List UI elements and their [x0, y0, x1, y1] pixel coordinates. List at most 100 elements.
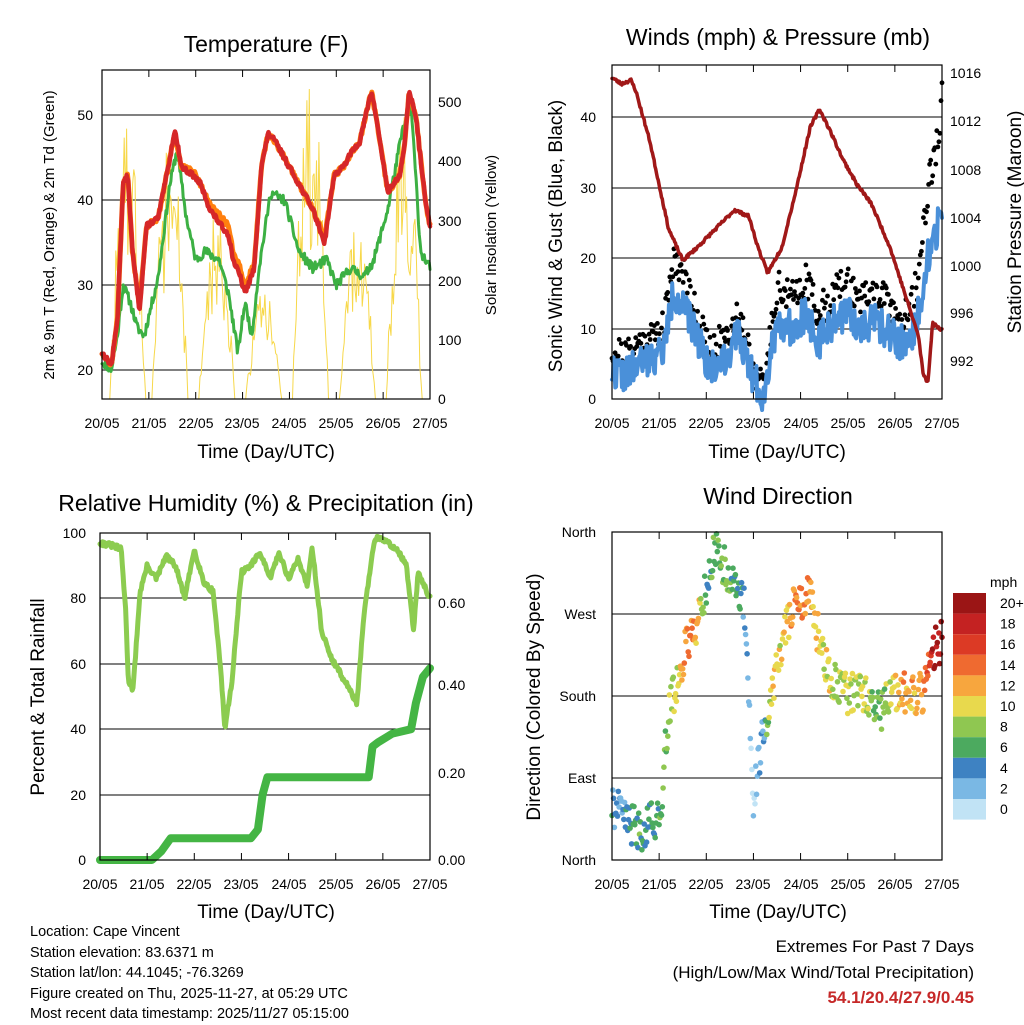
direction-point	[812, 624, 819, 630]
direction-point	[743, 641, 750, 647]
direction-point	[753, 763, 759, 769]
colorbar-label: 2	[1000, 780, 1008, 796]
gust-point	[863, 280, 869, 285]
gust-point	[701, 321, 707, 327]
station-location: Location: Cape Vincent	[30, 924, 180, 940]
colorbar-label: 10	[1000, 698, 1016, 714]
direction-point	[697, 600, 703, 606]
direction-point	[823, 646, 830, 653]
direction-point	[872, 704, 878, 710]
precip-ytick-0: 0.00	[438, 852, 465, 868]
gust-point	[809, 292, 815, 297]
gust-point	[921, 215, 926, 221]
gust-point	[835, 285, 841, 291]
gust-point	[897, 311, 903, 317]
direction-point	[834, 679, 841, 685]
direction-point	[628, 841, 635, 847]
direction-point	[667, 718, 673, 724]
direction-point	[888, 701, 894, 707]
colorbar-label: 8	[1000, 719, 1008, 735]
direction-plot-frame	[611, 531, 943, 861]
direction-point	[927, 659, 933, 666]
direction-point	[709, 567, 716, 574]
direction-point	[750, 813, 757, 819]
direction-panel: Wind Direction North East South West Nor…	[524, 483, 1024, 923]
direction-point	[791, 588, 798, 594]
temperature-y2-axis: 0 100 200 300 400 500	[438, 94, 462, 407]
extremes-block: Extremes For Past 7 Days (High/Low/Max W…	[673, 934, 974, 1011]
direction-point	[779, 636, 786, 642]
direction-point	[913, 710, 919, 717]
direction-point	[826, 656, 832, 662]
gust-point	[803, 262, 809, 268]
direction-point	[703, 600, 710, 606]
direction-point	[925, 673, 931, 679]
wind-xtick-1: 21/05	[641, 415, 676, 431]
gust-point	[858, 309, 863, 315]
colorbar-swatch	[953, 613, 986, 635]
humidity-xlabel: Time (Day/UTC)	[197, 902, 335, 923]
gust-point	[850, 275, 856, 281]
direction-point	[828, 675, 834, 682]
temperature-xlabel: Time (Day/UTC)	[197, 442, 335, 463]
direction-point	[786, 601, 793, 608]
gust-point	[878, 304, 884, 309]
direction-point	[729, 586, 735, 593]
direction-point	[716, 543, 722, 549]
wind-ytick-20: 20	[580, 250, 596, 266]
wind-xtick-3: 23/05	[735, 415, 770, 431]
gust-point	[937, 130, 943, 136]
gust-point	[652, 337, 658, 343]
colorbar-label: 0	[1000, 801, 1008, 817]
rh-xtick-2: 22/05	[176, 876, 211, 892]
temp-xtick-2: 22/05	[178, 415, 213, 431]
direction-point	[635, 810, 642, 816]
wind-xtick-7: 27/05	[924, 415, 959, 431]
direction-point	[907, 697, 914, 704]
gust-point	[810, 282, 816, 287]
direction-point	[910, 684, 917, 691]
direction-point	[756, 770, 763, 776]
gust-point	[924, 209, 929, 215]
direction-point	[621, 816, 627, 823]
humidity-title: Relative Humidity (%) & Precipitation (i…	[58, 490, 473, 516]
direction-point	[870, 694, 876, 701]
gust-point	[676, 277, 682, 283]
direction-point	[859, 683, 866, 690]
rh-line	[97, 533, 433, 730]
direction-point	[918, 691, 925, 698]
rh-xtick-4: 24/05	[271, 876, 306, 892]
gust-point	[821, 287, 826, 293]
dir-ytick-north-bottom: North	[562, 852, 596, 868]
direction-point	[789, 614, 796, 620]
gust-point	[928, 157, 934, 163]
gust-point	[772, 311, 778, 316]
direction-point	[701, 573, 708, 579]
direction-point	[887, 679, 893, 685]
gust-point	[665, 290, 671, 295]
direction-point	[698, 595, 704, 602]
direction-point	[809, 589, 816, 595]
gust-point	[642, 333, 648, 339]
direction-point	[833, 666, 839, 673]
solar-y2label: Solar Insolation (Yellow)	[483, 155, 500, 315]
direction-point	[877, 715, 883, 721]
direction-point	[614, 813, 621, 819]
colorbar-label: 18	[1000, 616, 1016, 632]
direction-point	[848, 681, 854, 687]
direction-point	[798, 585, 805, 592]
gust-point	[628, 344, 633, 349]
direction-point	[914, 699, 921, 706]
direction-point	[910, 674, 916, 680]
colorbar-swatch	[953, 757, 986, 779]
direction-point	[668, 683, 674, 690]
gust-point	[811, 303, 817, 309]
gust-point	[935, 144, 941, 150]
gust-point	[660, 310, 665, 316]
gust-point	[657, 331, 662, 337]
gust-point	[930, 173, 936, 179]
gust-point	[881, 301, 887, 306]
direction-point	[771, 695, 777, 701]
direction-point	[849, 670, 856, 677]
rh-xtick-0: 20/05	[82, 876, 117, 892]
